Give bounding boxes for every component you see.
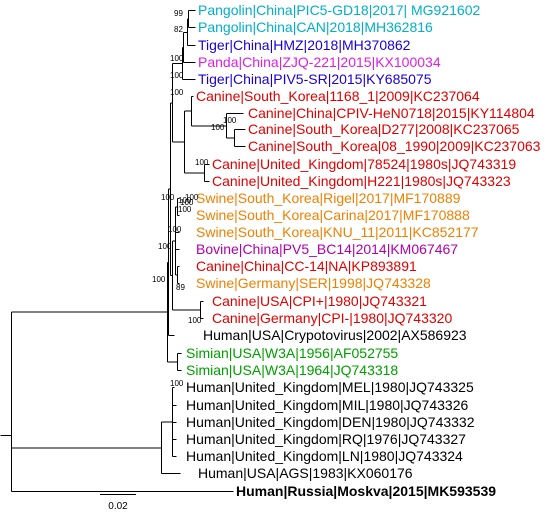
- leaf-label: Tiger|China|PIV5-SR|2015|KY685075: [198, 71, 432, 87]
- bootstrap-value: 100: [170, 54, 184, 63]
- scale-bar: 0.02: [100, 494, 136, 512]
- leaf-label: Canine|South_Korea|1168_1|2009|KC237064: [196, 88, 480, 104]
- bootstrap-value: 100: [195, 158, 209, 167]
- bootstrap-value: 100: [170, 88, 184, 97]
- leaf-label: Human|United_Kingdom|DEN|1980|JQ743332: [186, 414, 475, 430]
- bootstrap-values: 9982100100100100100100100100100100100891…: [152, 9, 237, 388]
- bootstrap-value: 99: [174, 9, 183, 18]
- scale-bar-label: 0.02: [108, 501, 128, 512]
- leaf-label: Human|USA|Crypotovirus|2002|AX586923: [203, 327, 467, 343]
- leaf-label: Simian|USA|W3A|1964|JQ743318: [186, 362, 398, 378]
- bootstrap-value: 100: [180, 198, 194, 207]
- leaf-label: Human|United_Kingdom|RQ|1976|JQ743327: [186, 431, 466, 447]
- leaf-label: Bovine|China|PV5_BC14|2014|KM067467: [196, 241, 458, 257]
- bootstrap-value: 89: [176, 283, 185, 292]
- leaf-label: Canine|United_Kingdom|H221|1980s|JQ74332…: [212, 173, 511, 189]
- leaf-label: Human|United_Kingdom|MEL|1980|JQ743325: [186, 379, 474, 395]
- bootstrap-value: 100: [211, 123, 225, 132]
- leaf-label: Human|USA|AGS|1983|KX060176: [198, 465, 413, 481]
- leaf-labels: Pangolin|China|PIC5-GD18|2017| MG921602P…: [186, 2, 541, 499]
- bootstrap-value: 100: [168, 225, 182, 234]
- bootstrap-value: 100: [152, 275, 166, 284]
- leaf-label: Canine|USA|CPI+|1980|JQ743321: [212, 293, 427, 309]
- leaf-label: Human|United_Kingdom|MIL|1980|JQ743326: [186, 397, 468, 413]
- bootstrap-value: 82: [174, 25, 183, 34]
- bootstrap-value: 100: [158, 242, 172, 251]
- bootstrap-value: 100: [170, 71, 184, 80]
- leaf-label: Canine|South_Korea|08_1990|2009|KC237063: [248, 138, 541, 154]
- bootstrap-value: 100: [178, 205, 192, 214]
- leaf-label: Canine|United_Kingdom|78524|1980s|JQ7433…: [212, 156, 516, 172]
- leaf-label: Swine|South_Korea|KNU_11|2011|KC852177: [196, 224, 479, 240]
- bootstrap-value: 100: [223, 116, 237, 125]
- leaf-label: Canine|South_Korea|D277|2008|KC237065: [248, 121, 520, 137]
- leaf-label: Panda|China|ZJQ-221|2015|KX100034: [198, 54, 441, 70]
- bootstrap-value: 100: [178, 196, 192, 205]
- bootstrap-value: 100: [161, 193, 175, 202]
- leaf-label: Canine|China|CC-14|NA|KP893891: [196, 258, 417, 274]
- leaf-label: Swine|Germany|SER|1998|JQ743328: [196, 275, 431, 291]
- bootstrap-value: 100: [185, 193, 199, 202]
- leaf-label: Human|United_Kingdom|LN|1980|JQ743324: [186, 448, 463, 464]
- leaf-label: Human|Russia|Moskva|2015|MK593539: [236, 483, 496, 499]
- leaf-label: Canine|Germany|CPI-|1980|JQ743320: [212, 310, 452, 326]
- tree-branches: [0, 10, 246, 492]
- leaf-label: Pangolin|China|PIC5-GD18|2017| MG921602: [198, 2, 480, 18]
- leaf-label: Swine|South_Korea|Rigel|2017|MF170889: [196, 190, 461, 206]
- bootstrap-value: 100: [188, 316, 202, 325]
- leaf-label: Canine|China|CPIV-HeN0718|2015|KY114804: [248, 105, 535, 121]
- leaf-label: Simian|USA|W3A|1956|AF052755: [186, 345, 398, 361]
- leaf-label: Tiger|China|HMZ|2018|MH370862: [198, 37, 411, 53]
- leaf-label: Pangolin|China|CAN|2018|MH362816: [198, 19, 433, 35]
- leaf-label: Swine|South_Korea|Carina|2017|MF170888: [196, 207, 470, 223]
- bootstrap-value: 100: [170, 379, 184, 388]
